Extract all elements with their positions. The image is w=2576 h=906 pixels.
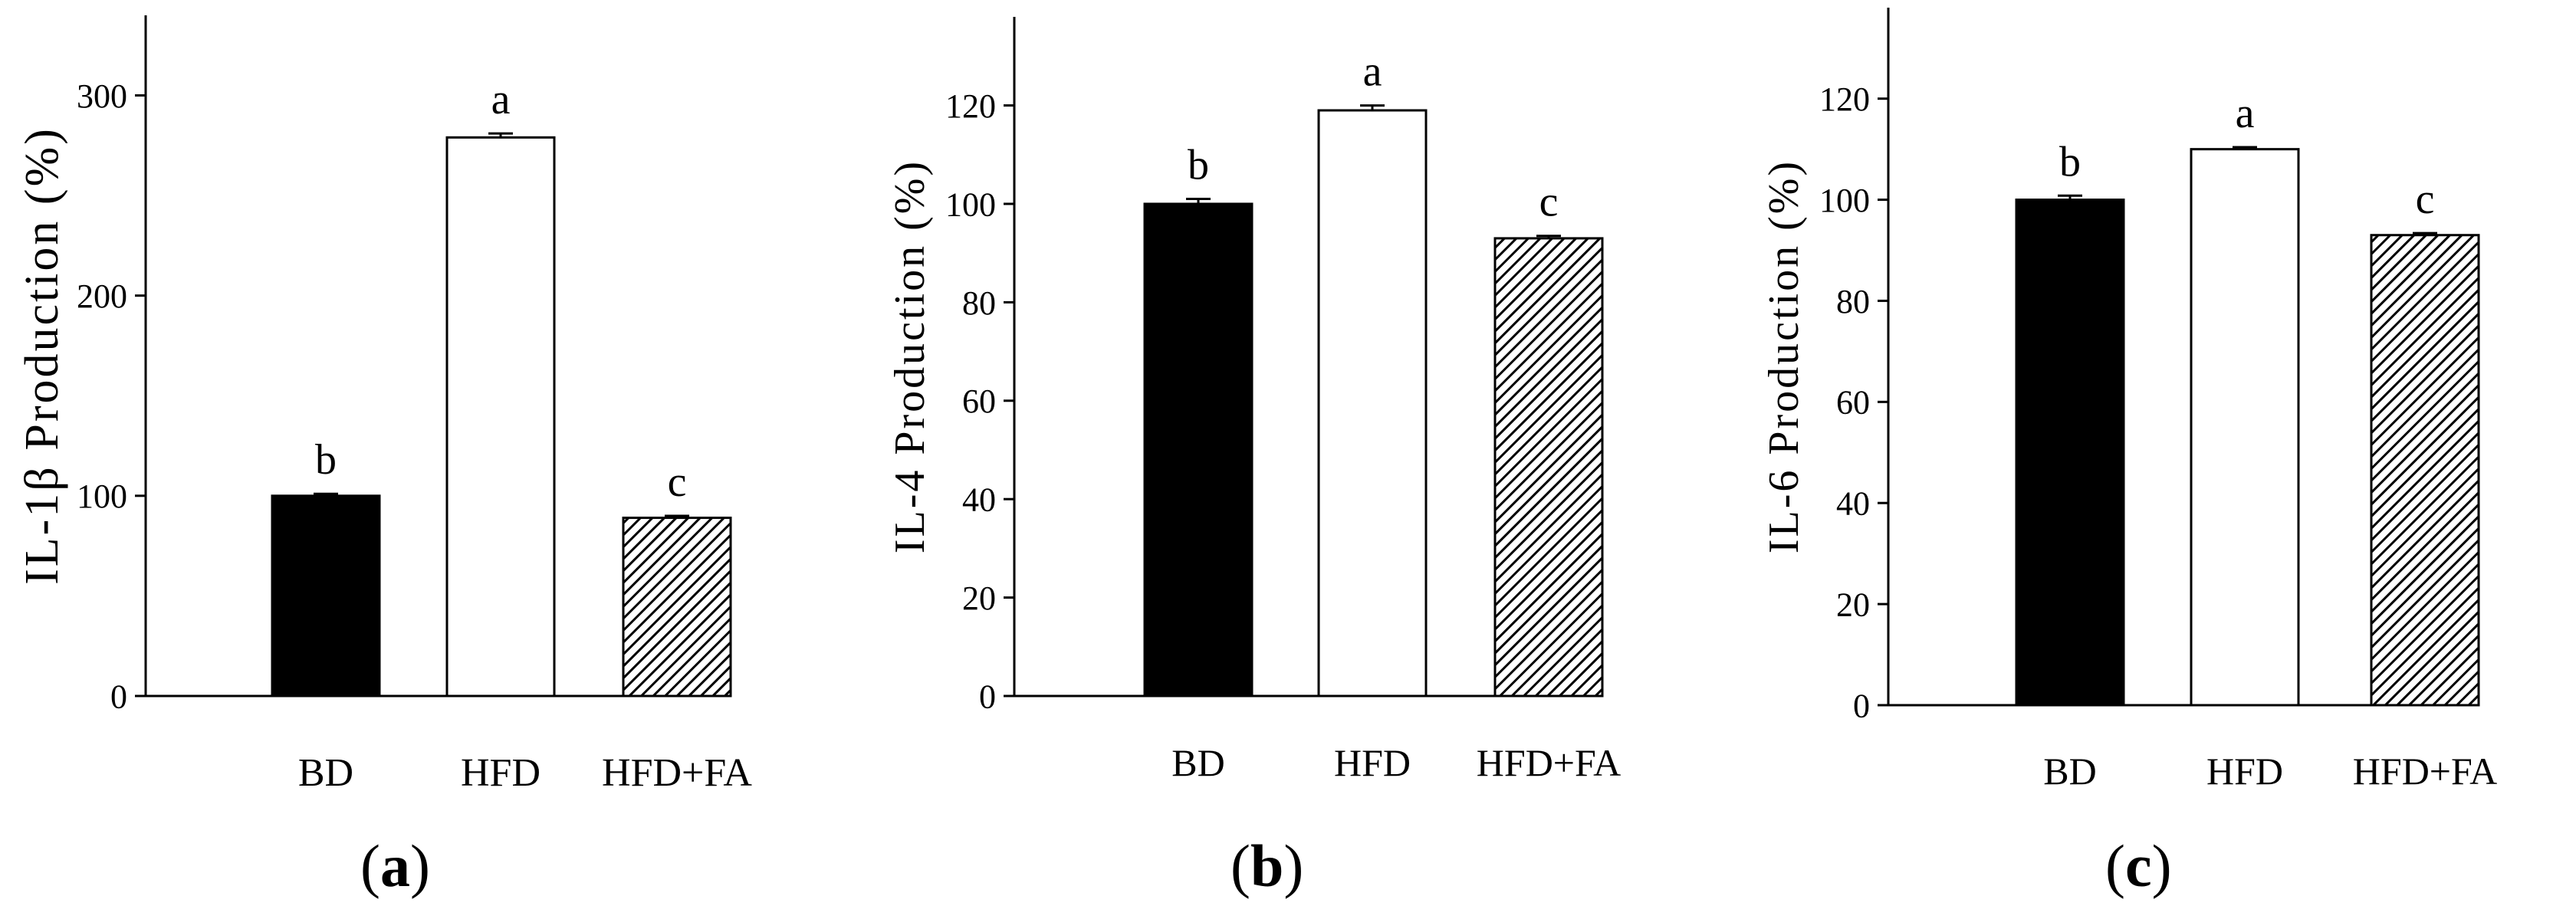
y-tick-label: 100 — [77, 478, 127, 515]
bar-hfd-fa — [1493, 237, 1604, 698]
panel-label-c: (c) — [2105, 832, 2172, 899]
y-tick-label: 100 — [945, 185, 996, 223]
significance-label: a — [1363, 48, 1382, 96]
x-category-label: HFD+FA — [602, 751, 752, 795]
y-tick-label: 60 — [962, 382, 996, 420]
x-category-label: BD — [2043, 750, 2096, 793]
bar-hfd — [1317, 109, 1428, 698]
bar-bd — [1143, 202, 1254, 698]
y-tick-label: 200 — [77, 277, 127, 315]
y-tick-label: 20 — [962, 579, 996, 617]
y-tick-label: 40 — [962, 481, 996, 519]
y-axis-title: IL-4 Production (%) — [886, 159, 934, 553]
y-axis-title: IL-1β Production (%) — [16, 126, 68, 585]
y-axis-title: IL-6 Production (%) — [1760, 159, 1808, 553]
chart-panel-c: 0 20 40 60 80 100 120 IL-6 Production (%) b BD a HF… — [1760, 8, 2497, 793]
significance-label: b — [2059, 138, 2081, 185]
x-category-label: HFD+FA — [2353, 750, 2497, 793]
y-tick-label: 0 — [979, 678, 996, 715]
x-category-label: HFD — [1334, 741, 1411, 784]
y-tick-label: 0 — [1853, 687, 1870, 724]
y-tick-label: 120 — [1819, 80, 1870, 118]
bar-hfd-fa — [622, 517, 732, 698]
y-tick-label: 300 — [77, 77, 127, 115]
x-category-label: BD — [1171, 741, 1224, 784]
x-category-label: HFD — [461, 751, 540, 795]
significance-label: c — [1539, 179, 1559, 226]
x-category-label: HFD — [2206, 750, 2283, 793]
x-category-label: HFD+FA — [1477, 741, 1621, 784]
y-tick-label: 0 — [110, 678, 127, 715]
panel-label-a: (a) — [360, 832, 430, 899]
x-category-label: BD — [298, 751, 353, 795]
bar-hfd — [2190, 148, 2300, 707]
y-tick-label: 60 — [1836, 384, 1870, 422]
significance-label: a — [2236, 90, 2255, 137]
significance-label: c — [2416, 176, 2435, 223]
y-tick-label: 100 — [1819, 182, 1870, 219]
y-tick-label: 80 — [962, 284, 996, 322]
bar-bd — [271, 494, 381, 698]
significance-label: c — [668, 458, 687, 506]
y-tick-label: 20 — [1836, 586, 1870, 624]
bar-hfd — [445, 136, 556, 698]
bar-bd — [2015, 199, 2125, 707]
significance-label: a — [491, 76, 511, 123]
y-tick-label: 80 — [1836, 283, 1870, 320]
chart-panel-b: 0 20 40 60 80 100 120 IL-4 Production (%) b BD a HF… — [886, 17, 1621, 784]
significance-label: b — [1188, 142, 1209, 189]
bar-hfd-fa — [2370, 234, 2480, 707]
panel-label-b: (b) — [1230, 832, 1304, 899]
y-tick-label: 40 — [1836, 485, 1870, 523]
y-tick-label: 120 — [945, 87, 996, 125]
significance-label: b — [315, 436, 337, 484]
